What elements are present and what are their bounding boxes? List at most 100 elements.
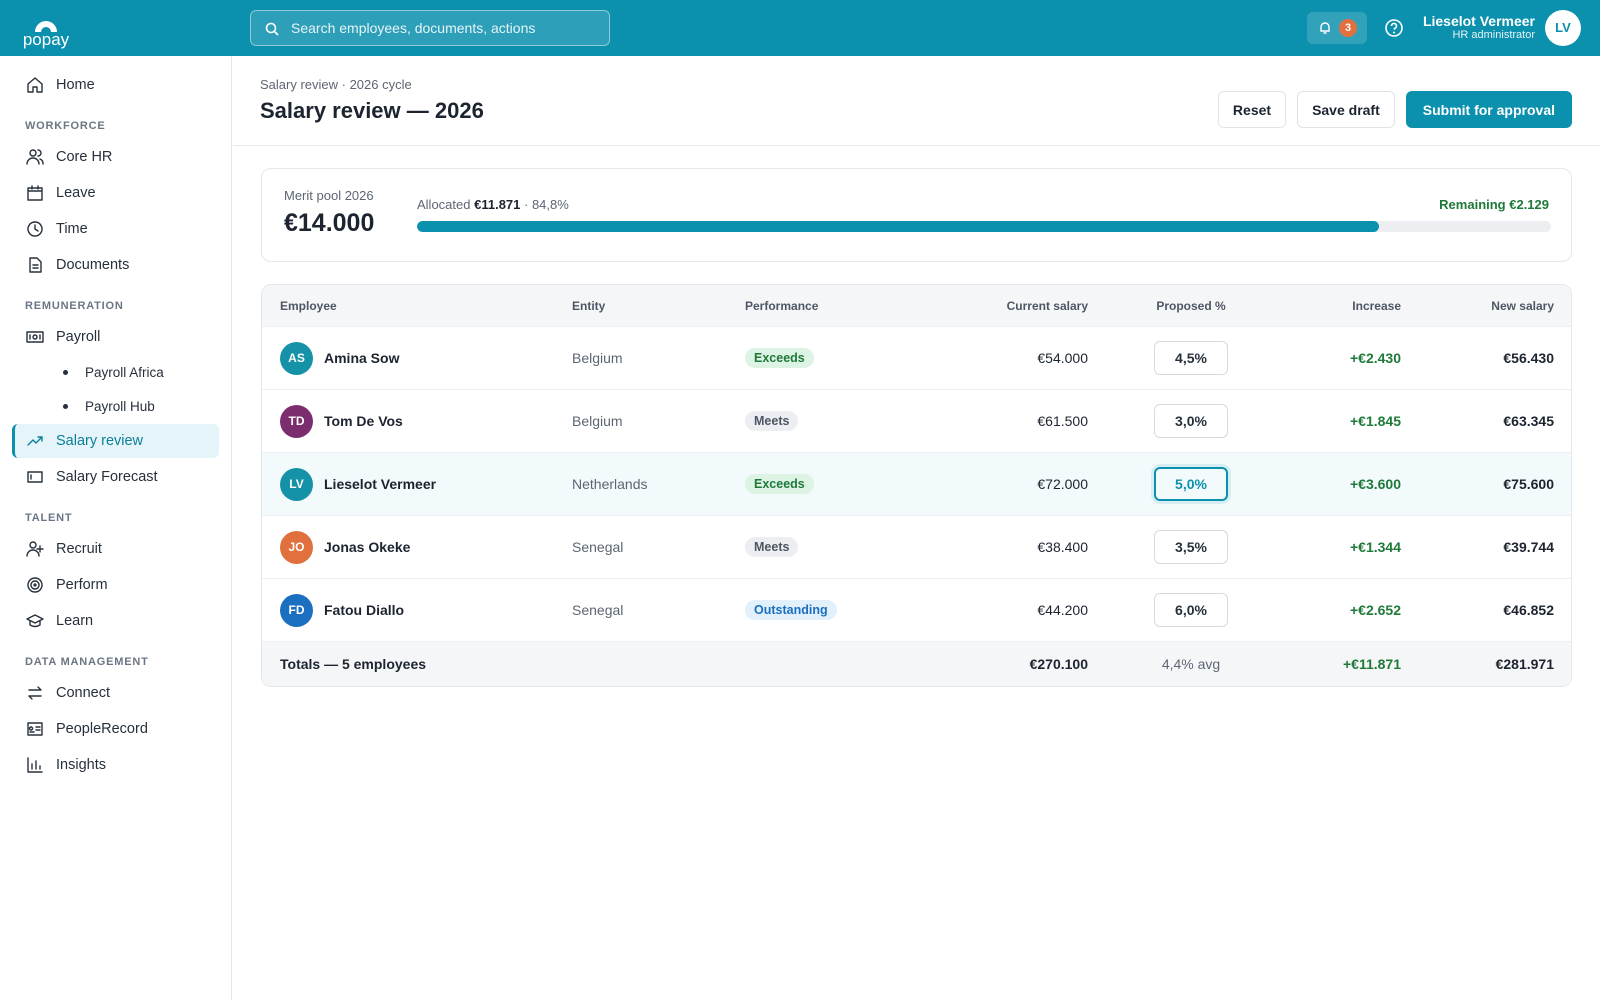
nav-item[interactable]: PeopleRecord <box>12 712 219 746</box>
employee-cell: TD Tom De Vos <box>280 404 572 438</box>
proposed-input[interactable]: 3,0% <box>1154 404 1228 438</box>
help-button[interactable] <box>1384 18 1404 38</box>
table-row[interactable]: FD Fatou Diallo Senegal Outstanding €44.200 6… <box>262 578 1571 641</box>
increase: +€1.344 <box>1350 539 1401 555</box>
totals-increase: +€11.871 <box>1342 656 1401 672</box>
avatar: JO <box>280 530 313 564</box>
nav-label: Connect <box>56 685 111 701</box>
entity: Belgium <box>572 413 623 429</box>
performance-badge: Meets <box>745 537 799 557</box>
new-salary: €39.744 <box>1503 539 1554 555</box>
nav-label: Time <box>56 221 88 237</box>
nav-label: Learn <box>56 613 94 629</box>
performance-badge: Meets <box>745 411 799 431</box>
nav-item[interactable]: Learn <box>12 604 219 638</box>
user-name: Lieselot Vermeer <box>1422 13 1535 29</box>
nav-item[interactable]: Documents <box>12 248 219 282</box>
nav-icon <box>27 577 43 593</box>
nav-icon <box>28 686 42 700</box>
user-avatar[interactable]: LV <box>1545 10 1581 46</box>
button[interactable]: Submit for approval <box>1405 91 1572 128</box>
new-salary: €75.600 <box>1503 476 1554 492</box>
nav-label: Core HR <box>56 149 113 165</box>
proposed-input[interactable]: 4,5% <box>1154 341 1228 375</box>
proposed-cell: 5,0% <box>1088 467 1294 501</box>
brand-name: popay <box>22 30 70 49</box>
nav-item[interactable]: Salary Forecast <box>12 460 219 494</box>
avatar: LV <box>280 467 313 501</box>
search-icon <box>265 22 279 36</box>
table-row[interactable]: JO Jonas Okeke Senegal Meets €38.400 3,5% +€1.… <box>262 515 1571 578</box>
nav-item[interactable]: Recruit <box>12 532 219 566</box>
current-salary: €61.500 <box>1037 413 1088 429</box>
table-row[interactable]: LV Lieselot Vermeer Netherlands Exceeds €72.… <box>262 452 1571 515</box>
avatar: TD <box>280 404 313 438</box>
nav-label: PeopleRecord <box>56 721 148 737</box>
allocated-percent: 84,8% <box>531 197 569 212</box>
nav-item[interactable]: Salary review <box>12 424 219 458</box>
allocated-label: Allocated <box>417 197 471 212</box>
employee-name: Amina Sow <box>324 350 400 366</box>
search-box[interactable]: Search employees, documents, actions <box>250 10 610 46</box>
proposed-cell: 3,0% <box>1088 404 1294 438</box>
new-salary: €46.852 <box>1503 602 1554 618</box>
column-header: Increase <box>1352 298 1401 313</box>
performance-badge: Outstanding <box>745 600 837 620</box>
nav-item[interactable]: Home <box>12 68 219 102</box>
nav-label: Salary Forecast <box>56 469 158 485</box>
nav-icon <box>26 149 44 165</box>
nav-item[interactable]: Insights <box>12 748 219 782</box>
nav-sub-item[interactable]: Payroll Hub <box>12 390 219 422</box>
table-row[interactable]: TD Tom De Vos Belgium Meets €61.500 3,0% +€1.8… <box>262 389 1571 452</box>
nav-label: Documents <box>56 257 130 273</box>
employee-name: Lieselot Vermeer <box>324 476 437 492</box>
button[interactable]: Save draft <box>1297 91 1395 128</box>
nav-icon <box>27 185 43 201</box>
proposed-input[interactable]: 3,5% <box>1154 530 1228 564</box>
proposed-input[interactable]: 6,0% <box>1154 593 1228 627</box>
totals-label: Totals — 5 employees <box>280 656 427 672</box>
nav-label: Home <box>56 77 95 93</box>
sidebar: Home WORKFORCE Core HR Leave Time Documents RE… <box>0 56 232 1000</box>
proposed-input[interactable]: 5,0% <box>1154 467 1228 501</box>
nav-item[interactable]: Core HR <box>12 140 219 174</box>
pool-amount: €14.000 <box>284 209 375 237</box>
entity: Belgium <box>572 350 623 366</box>
nav-item[interactable]: Connect <box>12 676 219 710</box>
search-placeholder: Search employees, documents, actions <box>291 20 536 36</box>
new-salary: €63.345 <box>1503 413 1554 429</box>
pool-label: Merit pool 2026 <box>284 188 374 203</box>
nav-icon <box>26 331 44 343</box>
nav-icon <box>27 221 43 237</box>
employee-name: Tom De Vos <box>324 413 403 429</box>
logo[interactable]: popay <box>18 8 74 50</box>
employee-cell: FD Fatou Diallo <box>280 593 572 627</box>
nav-label: Payroll <box>56 329 101 345</box>
employee-cell: JO Jonas Okeke <box>280 530 572 564</box>
column-header: Entity <box>572 298 606 313</box>
current-salary: €72.000 <box>1037 476 1088 492</box>
employee-cell: LV Lieselot Vermeer <box>280 467 572 501</box>
entity: Senegal <box>572 602 624 618</box>
table-row[interactable]: AS Amina Sow Belgium Exceeds €54.000 4,5% +€2.… <box>262 326 1571 389</box>
nav-item[interactable]: Time <box>12 212 219 246</box>
employee-name: Fatou Diallo <box>324 602 405 618</box>
nav-sub-item[interactable]: Payroll Africa <box>12 356 219 388</box>
nav-item[interactable]: Leave <box>12 176 219 210</box>
proposed-cell: 4,5% <box>1088 341 1294 375</box>
merit-pool-card: Merit pool 2026 €14.000 Allocated €11.87… <box>261 168 1572 262</box>
nav-item[interactable]: Perform <box>12 568 219 602</box>
notifications-button[interactable]: 3 <box>1307 12 1367 44</box>
page-title: Salary review — 2026 <box>260 98 484 123</box>
totals-current: €270.100 <box>1029 656 1088 672</box>
progress-fill <box>417 221 1379 232</box>
button[interactable]: Reset <box>1217 91 1287 128</box>
logo-mark <box>35 21 57 32</box>
breadcrumb[interactable]: Salary review · 2026 cycle <box>260 77 412 92</box>
nav-item[interactable]: Payroll <box>12 320 219 354</box>
nav-label: Recruit <box>56 541 102 557</box>
employee-name: Jonas Okeke <box>324 539 411 555</box>
nav-section-title: REMUNERATION <box>25 300 124 312</box>
progress-track <box>417 221 1551 232</box>
allocated-amount: €11.871 <box>474 197 521 212</box>
